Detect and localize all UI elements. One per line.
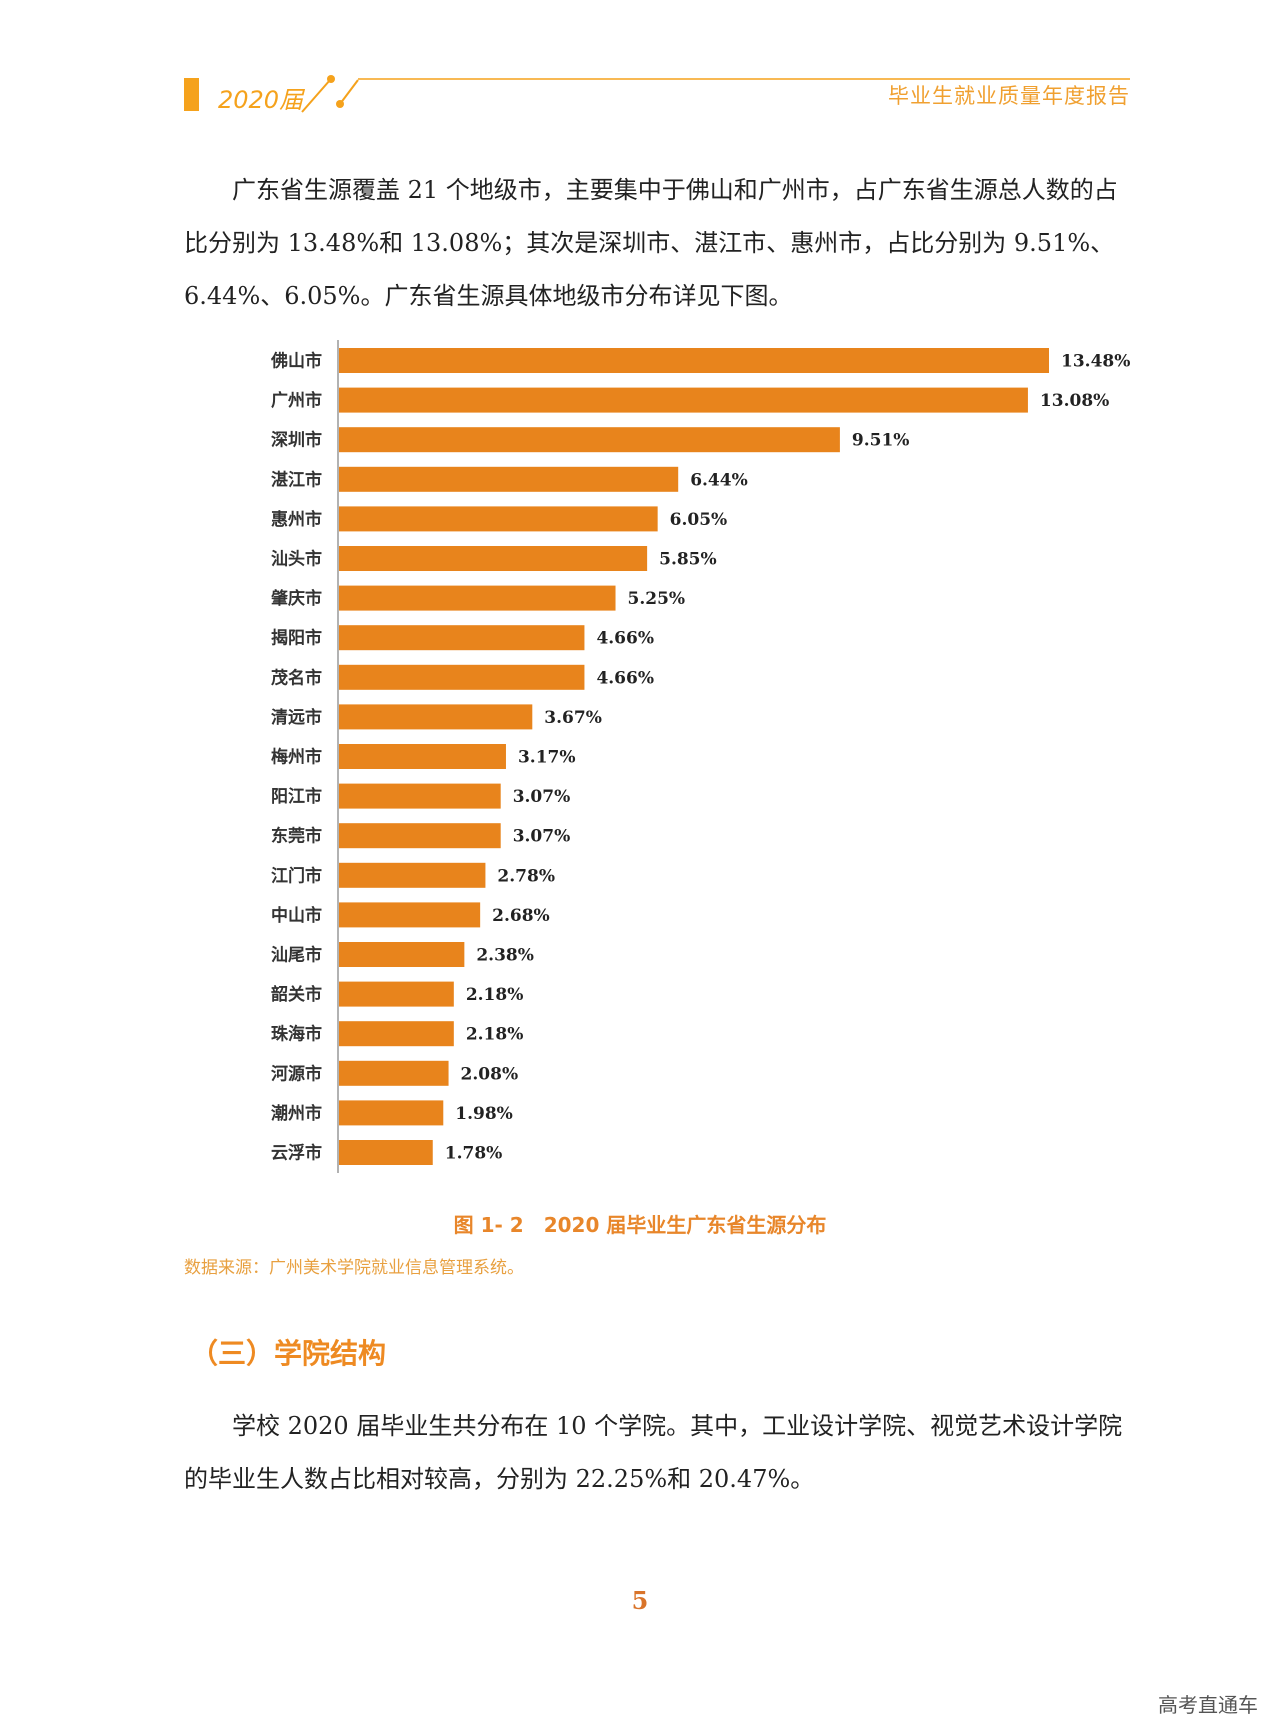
category-label: 深圳市 bbox=[271, 430, 322, 451]
bar bbox=[339, 427, 840, 453]
category-label: 阳江市 bbox=[271, 786, 322, 807]
category-label: 惠州市 bbox=[271, 509, 322, 530]
city-distribution-chart: 佛山市 13.48% 广州市 13.08% 深圳市 9.51% 湛江市 6.44% 惠州市 6.0… bbox=[270, 340, 1130, 1173]
category-label: 中山市 bbox=[271, 905, 322, 926]
bar bbox=[339, 1060, 449, 1086]
header-slash-line bbox=[301, 79, 331, 113]
category-label: 梅州市 bbox=[271, 747, 322, 768]
category-label: 佛山市 bbox=[270, 351, 322, 372]
bar bbox=[339, 823, 501, 849]
bar bbox=[339, 1021, 454, 1047]
value-label: 2.18% bbox=[466, 1025, 524, 1045]
bar bbox=[339, 387, 1028, 413]
intro-paragraph: 广东省生源覆盖 21 个地级市，主要集中于佛山和广州市，占广东省生源总人数的占比… bbox=[184, 176, 1118, 310]
value-label: 2.38% bbox=[476, 946, 534, 966]
category-label: 清远市 bbox=[271, 707, 322, 728]
value-label: 3.17% bbox=[518, 748, 576, 768]
value-label: 6.05% bbox=[670, 510, 728, 530]
category-label: 汕头市 bbox=[271, 549, 322, 570]
bar bbox=[339, 664, 585, 690]
value-label: 2.78% bbox=[497, 866, 555, 886]
bar bbox=[339, 902, 481, 928]
bar bbox=[339, 744, 506, 769]
header-link-line bbox=[339, 79, 359, 105]
bar bbox=[339, 1140, 433, 1165]
value-label: 4.66% bbox=[596, 629, 654, 649]
category-label: 汕尾市 bbox=[271, 945, 322, 966]
value-label: 5.85% bbox=[659, 550, 717, 570]
bar bbox=[339, 506, 658, 532]
value-label: 2.18% bbox=[466, 985, 524, 1005]
value-label: 9.51% bbox=[852, 431, 910, 451]
header-report-title: 毕业生就业质量年度报告 bbox=[888, 84, 1130, 108]
header-dot-top bbox=[327, 75, 335, 83]
header-year-label: 2020届 bbox=[218, 86, 304, 114]
value-label: 3.07% bbox=[513, 787, 571, 807]
category-label: 东莞市 bbox=[271, 826, 322, 847]
bar bbox=[339, 585, 616, 611]
data-source-note: 数据来源：广州美术学院就业信息管理系统。 bbox=[184, 1258, 524, 1278]
category-label: 茂名市 bbox=[271, 667, 322, 688]
header-decoration bbox=[301, 75, 1130, 113]
value-label: 13.48% bbox=[1061, 352, 1130, 372]
figure-caption: 图 1- 2 2020 届毕业生广东省生源分布 bbox=[453, 1213, 827, 1237]
bar bbox=[339, 1100, 444, 1126]
value-label: 2.08% bbox=[461, 1064, 519, 1084]
value-label: 5.25% bbox=[628, 589, 686, 609]
value-label: 2.68% bbox=[492, 906, 550, 926]
category-label: 云浮市 bbox=[271, 1143, 322, 1164]
category-label: 河源市 bbox=[271, 1063, 322, 1084]
section-title: （三）学院结构 bbox=[190, 1337, 387, 1370]
watermark: 高考直通车 bbox=[1158, 1693, 1258, 1717]
category-label: 潮州市 bbox=[271, 1103, 322, 1124]
value-label: 3.07% bbox=[513, 827, 571, 847]
value-label: 1.98% bbox=[455, 1104, 513, 1124]
value-label: 1.78% bbox=[445, 1144, 503, 1164]
category-label: 肇庆市 bbox=[271, 588, 322, 609]
category-label: 韶关市 bbox=[271, 984, 322, 1005]
value-label: 6.44% bbox=[690, 470, 748, 490]
category-label: 广州市 bbox=[271, 390, 322, 411]
value-label: 3.67% bbox=[544, 708, 602, 728]
category-label: 湛江市 bbox=[271, 469, 322, 490]
bar bbox=[339, 981, 454, 1007]
page-number: 5 bbox=[631, 1586, 649, 1615]
bar bbox=[339, 625, 585, 651]
value-label: 13.08% bbox=[1040, 391, 1109, 411]
bar bbox=[339, 862, 486, 888]
value-label: 4.66% bbox=[596, 668, 654, 688]
header-accent-block bbox=[184, 78, 199, 111]
category-label: 江门市 bbox=[271, 865, 322, 886]
category-label: 珠海市 bbox=[271, 1024, 322, 1045]
college-paragraph: 学校 2020 届毕业生共分布在 10 个学院。其中，工业设计学院、视觉艺术设计… bbox=[184, 1412, 1123, 1493]
bar bbox=[339, 546, 648, 571]
bar bbox=[339, 942, 465, 967]
category-label: 揭阳市 bbox=[271, 628, 322, 649]
bar bbox=[339, 783, 501, 809]
bar bbox=[339, 348, 1049, 373]
bar bbox=[339, 704, 533, 730]
bar bbox=[339, 466, 679, 492]
